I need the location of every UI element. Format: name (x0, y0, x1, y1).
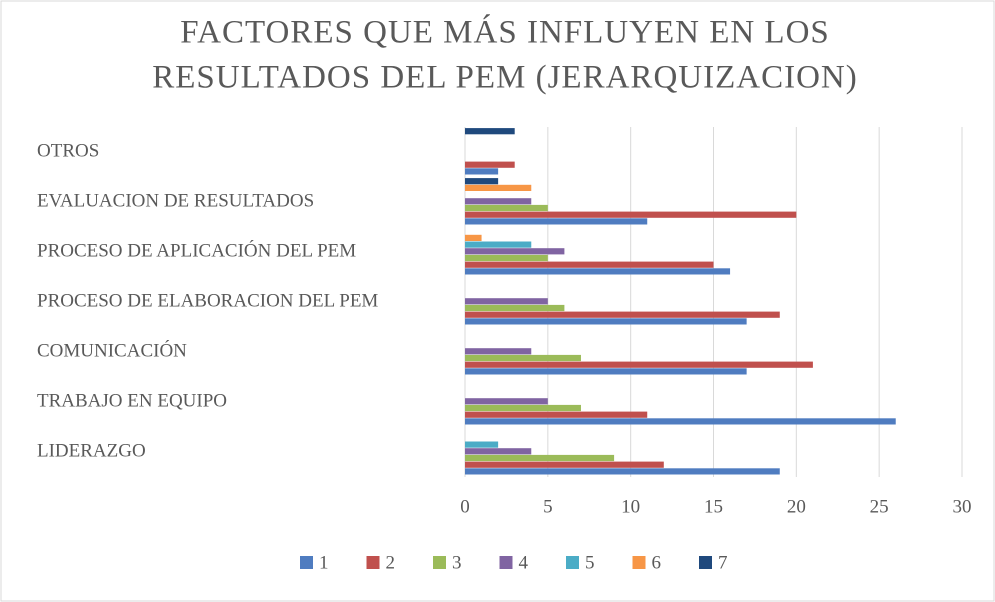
bar (465, 368, 747, 375)
legend-swatch (699, 556, 712, 569)
legend-label: 1 (319, 552, 329, 573)
x-tick-label: 25 (870, 496, 889, 517)
bar (465, 178, 499, 185)
bar (465, 311, 780, 318)
legend-swatch (366, 556, 380, 569)
bar (465, 404, 581, 412)
x-tick-label: 30 (953, 496, 972, 517)
bar (465, 468, 780, 475)
y-tick-label: LIDERAZGO (37, 440, 146, 461)
x-tick-label: 10 (621, 496, 640, 517)
bar (465, 454, 615, 462)
chart-title: RESULTADOS DEL PEM (JERARQUIZACION) (152, 60, 858, 96)
bar (465, 211, 797, 218)
legend-label: 4 (519, 552, 529, 573)
y-tick-label: PROCESO DE ELABORACION DEL PEM (37, 290, 378, 311)
bar (465, 198, 532, 205)
bar (465, 318, 747, 325)
bar (465, 448, 532, 455)
bar (465, 241, 532, 248)
y-tick-label: COMUNICACIÓN (37, 339, 187, 361)
y-tick-label: OTROS (37, 140, 99, 161)
bar (465, 348, 532, 355)
legend-swatch (300, 556, 313, 569)
bar (465, 128, 515, 135)
bar (465, 184, 532, 191)
bar (465, 254, 548, 262)
x-tick-label: 0 (460, 496, 470, 517)
x-tick-label: 15 (704, 496, 723, 517)
x-tick-label: 5 (543, 496, 553, 517)
bar (465, 161, 515, 168)
y-tick-label: TRABAJO EN EQUIPO (37, 390, 227, 411)
y-tick-label: EVALUACION DE RESULTADOS (37, 190, 314, 211)
y-tick-label: PROCESO DE APLICACIÓN DEL PEM (37, 239, 356, 261)
legend-label: 5 (585, 552, 595, 573)
bar (465, 218, 648, 225)
bar (465, 168, 499, 175)
bar (465, 398, 548, 405)
bar (465, 304, 565, 312)
legend-swatch (433, 556, 446, 569)
bar (465, 298, 548, 305)
bar (465, 461, 664, 468)
bar (465, 261, 714, 268)
chart-title: FACTORES QUE MÁS INFLUYEN EN LOS (180, 14, 830, 51)
legend-label: 7 (718, 552, 728, 573)
bar (465, 441, 499, 448)
legend-swatch (499, 556, 513, 569)
legend-label: 3 (452, 552, 462, 573)
bar (465, 361, 813, 368)
bar (465, 411, 648, 418)
legend-label: 6 (652, 552, 662, 573)
bar (465, 248, 565, 255)
bar (465, 354, 581, 362)
legend-label: 2 (386, 552, 396, 573)
bar (465, 204, 548, 212)
legend-swatch (632, 556, 646, 569)
bar (465, 234, 482, 241)
bar (465, 418, 896, 425)
x-tick-label: 20 (787, 496, 806, 517)
legend-swatch (566, 556, 579, 569)
bar (465, 268, 731, 275)
